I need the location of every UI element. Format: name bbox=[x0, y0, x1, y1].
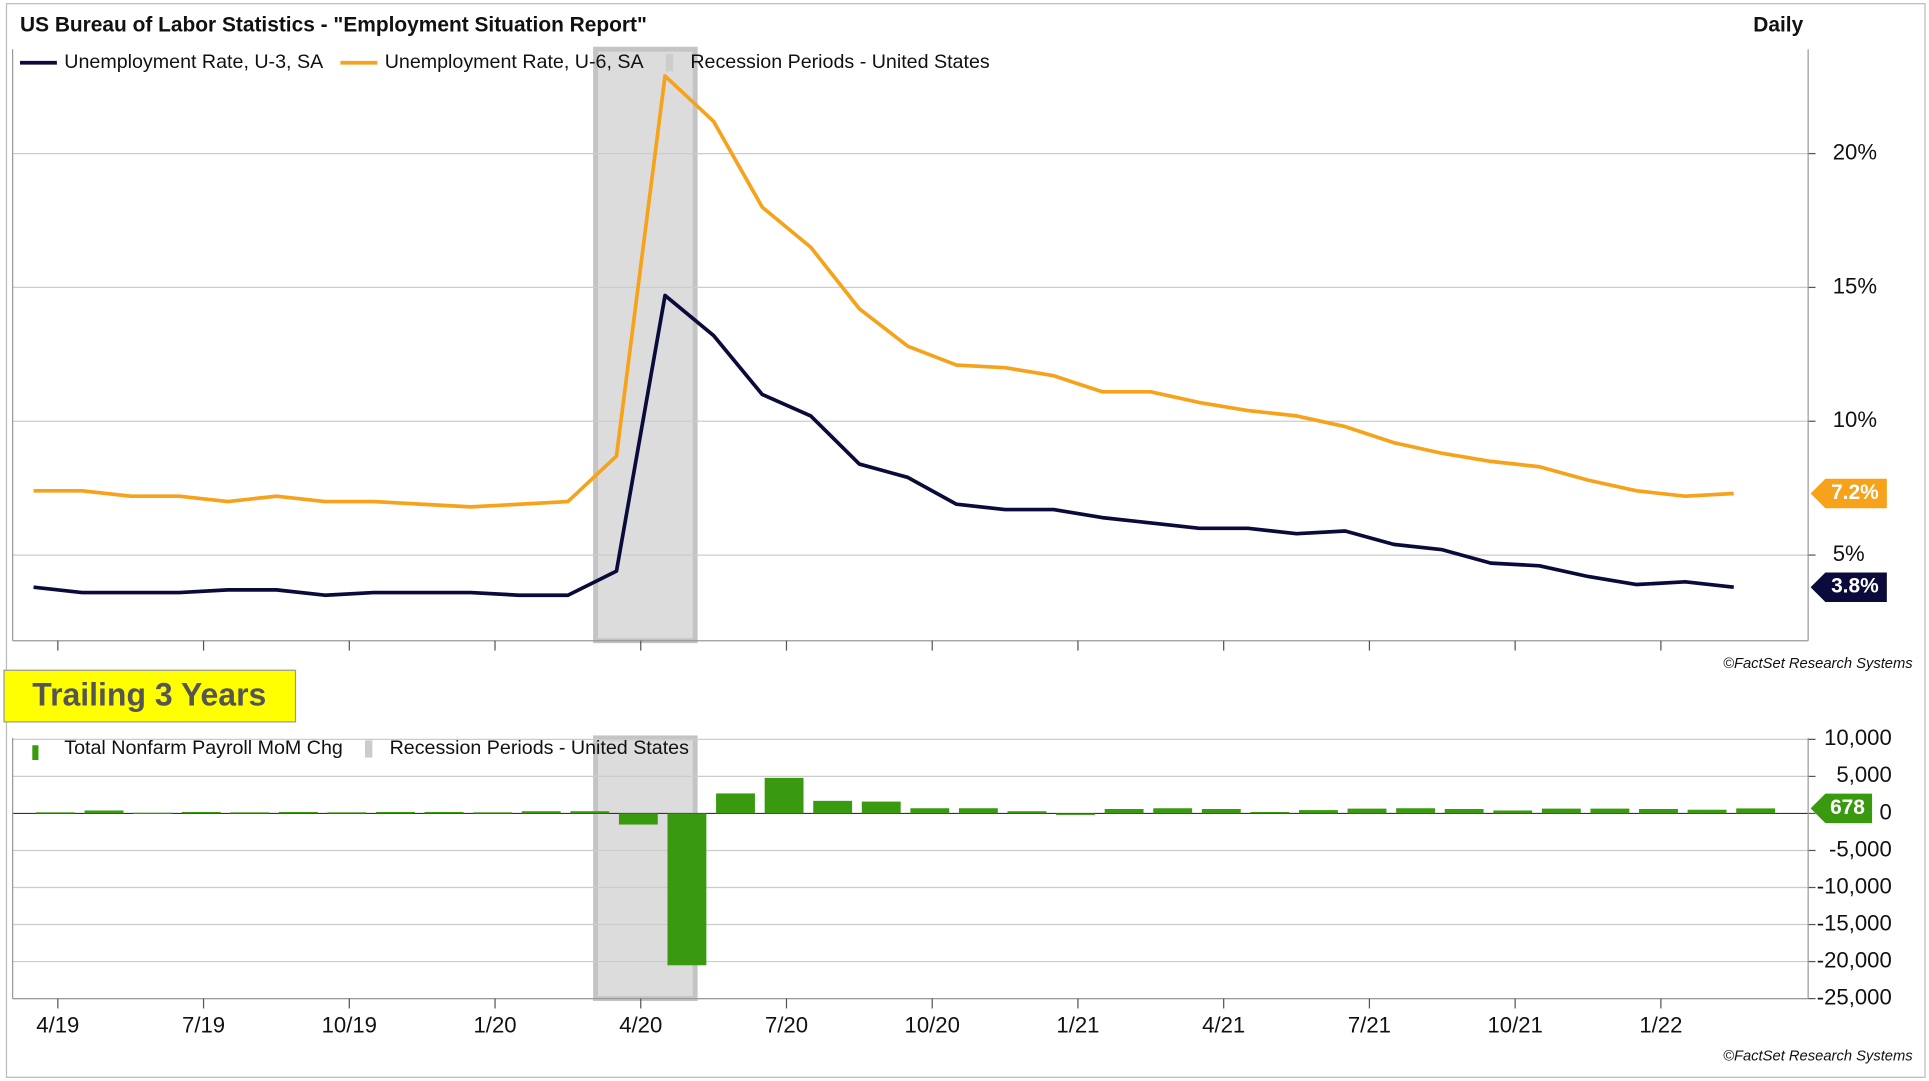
legend-label: Unemployment Rate, U-6, SA bbox=[385, 51, 645, 73]
bar bbox=[1736, 808, 1776, 814]
y-tick-label: -25,000 bbox=[1817, 984, 1892, 1009]
bar bbox=[1639, 808, 1678, 814]
y-tick-label: 20% bbox=[1833, 139, 1877, 164]
y-tick-label: -20,000 bbox=[1817, 947, 1892, 972]
value-label: 678 bbox=[1830, 796, 1865, 819]
x-tick-label: 10/20 bbox=[905, 1013, 960, 1038]
y-tick-label: 5,000 bbox=[1836, 762, 1891, 787]
bar bbox=[1153, 808, 1193, 814]
y-tick-label: -5,000 bbox=[1829, 836, 1892, 861]
bar bbox=[133, 812, 173, 814]
bar bbox=[1250, 811, 1290, 814]
legend-label: Unemployment Rate, U-3, SA bbox=[64, 51, 324, 73]
title: US Bureau of Labor Statistics - "Employm… bbox=[20, 13, 647, 36]
bar bbox=[1201, 808, 1241, 814]
y-tick-label: 0 bbox=[1879, 799, 1891, 824]
frame bbox=[5, 3, 1926, 1078]
bar bbox=[424, 811, 464, 814]
value-tag bbox=[1810, 572, 1887, 602]
y-tick-label: -10,000 bbox=[1817, 873, 1892, 898]
bar bbox=[958, 808, 998, 814]
badge: Trailing 3 Years bbox=[32, 677, 266, 713]
x-tick-label: 1/21 bbox=[1056, 1013, 1099, 1038]
series-line bbox=[33, 74, 1734, 509]
bar bbox=[1007, 811, 1047, 814]
bar bbox=[1541, 808, 1581, 814]
bar bbox=[910, 808, 950, 814]
value-label: 3.8% bbox=[1831, 575, 1879, 598]
legend-swatch bbox=[364, 740, 373, 758]
series-line bbox=[33, 293, 1734, 598]
bar bbox=[1056, 813, 1095, 815]
bar bbox=[1444, 808, 1484, 814]
bar bbox=[1299, 810, 1338, 814]
bar bbox=[667, 813, 707, 966]
bar bbox=[84, 810, 124, 814]
bar bbox=[1104, 808, 1144, 814]
value-label: 7.2% bbox=[1831, 481, 1879, 504]
legend-label: Total Nonfarm Payroll MoM Chg bbox=[64, 737, 343, 759]
x-tick-label: 1/20 bbox=[473, 1013, 516, 1038]
bar bbox=[1687, 809, 1727, 814]
bar bbox=[521, 811, 561, 814]
x-tick-label: 10/21 bbox=[1487, 1013, 1542, 1038]
bar bbox=[1347, 808, 1387, 814]
bar bbox=[35, 812, 75, 814]
bar bbox=[764, 777, 804, 814]
x-tick-label: 1/22 bbox=[1639, 1013, 1682, 1038]
x-tick-label: 7/19 bbox=[182, 1013, 225, 1038]
legend-swatch bbox=[32, 745, 39, 761]
bar bbox=[570, 811, 610, 814]
y-tick-label: 5% bbox=[1833, 541, 1865, 566]
x-tick-label: 7/21 bbox=[1348, 1013, 1391, 1038]
y-tick-label: 15% bbox=[1833, 273, 1877, 298]
value-tag bbox=[1810, 793, 1873, 824]
bar bbox=[181, 811, 221, 814]
bar bbox=[376, 811, 415, 814]
bar bbox=[618, 813, 658, 825]
bar bbox=[1590, 808, 1630, 814]
bar bbox=[278, 811, 318, 814]
frequency: Daily bbox=[1753, 13, 1803, 36]
bar bbox=[813, 800, 853, 814]
legend-swatch bbox=[665, 54, 674, 72]
bar bbox=[327, 812, 367, 814]
bar bbox=[861, 801, 901, 814]
legend-label: Recession Periods - United States bbox=[390, 737, 690, 759]
y-tick-label: 10% bbox=[1833, 407, 1877, 432]
x-tick-label: 4/19 bbox=[36, 1013, 79, 1038]
x-tick-label: 4/20 bbox=[619, 1013, 662, 1038]
x-tick-label: 10/19 bbox=[322, 1013, 377, 1038]
recession-band bbox=[593, 46, 698, 644]
bar bbox=[230, 812, 270, 814]
y-tick-label: 10,000 bbox=[1824, 725, 1892, 750]
y-tick-label: -15,000 bbox=[1817, 910, 1892, 935]
bar bbox=[473, 812, 513, 814]
credit: ©FactSet Research Systems bbox=[1723, 1048, 1913, 1064]
badge-box bbox=[3, 669, 297, 723]
bar bbox=[716, 793, 755, 814]
x-tick-label: 7/20 bbox=[765, 1013, 808, 1038]
bar bbox=[1493, 810, 1533, 814]
legend-label: Recession Periods - United States bbox=[690, 51, 990, 73]
value-tag bbox=[1810, 478, 1887, 509]
bar bbox=[1396, 808, 1436, 814]
x-tick-label: 4/21 bbox=[1202, 1013, 1245, 1038]
credit: ©FactSet Research Systems bbox=[1723, 656, 1913, 672]
